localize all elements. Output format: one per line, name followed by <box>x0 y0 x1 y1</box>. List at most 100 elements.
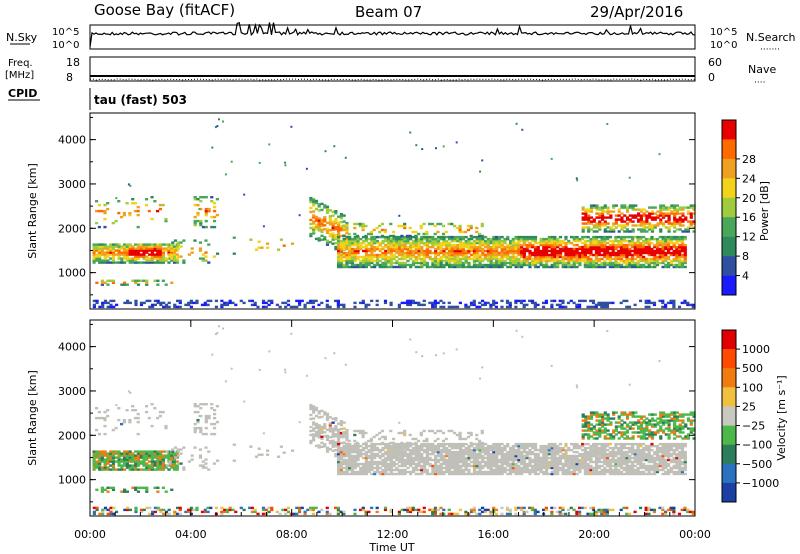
velocity-cell <box>594 442 599 446</box>
power-cell <box>398 261 402 265</box>
velocity-cell <box>114 426 118 430</box>
velocity-cell <box>254 455 259 458</box>
velocity-cell <box>375 446 380 450</box>
velocity-cell <box>558 446 563 450</box>
power-cell <box>337 235 341 239</box>
power-cell <box>353 247 357 251</box>
velocity-cell <box>453 454 457 458</box>
power-cell <box>614 204 618 207</box>
power-cell <box>176 241 180 244</box>
velocity-cell <box>125 454 129 457</box>
velocity-cell <box>506 456 510 460</box>
power-cell <box>683 257 687 261</box>
power-cell <box>400 265 404 269</box>
power-cell <box>210 225 214 229</box>
power-cell <box>497 245 502 249</box>
power-cell <box>370 235 374 239</box>
velocity-cell <box>103 410 107 414</box>
power-cell <box>467 247 471 251</box>
power-cell <box>603 261 607 265</box>
power-cell <box>342 234 346 238</box>
velocity-cell <box>536 458 540 462</box>
power-cell <box>136 243 141 246</box>
power-cell <box>439 247 443 251</box>
power-cell <box>134 247 138 250</box>
power-cell <box>100 245 104 248</box>
power-cell <box>384 245 388 249</box>
velocity-cell <box>136 464 141 467</box>
power-cell <box>606 247 610 251</box>
velocity-cell <box>334 417 338 420</box>
power-cell <box>669 253 673 257</box>
velocity-cell <box>403 462 407 466</box>
velocity-cell <box>370 442 374 446</box>
power-cell <box>182 239 186 242</box>
velocity-cell <box>128 460 132 463</box>
power-cell <box>597 241 601 245</box>
power-cell <box>617 253 621 257</box>
velocity-cell <box>456 452 460 456</box>
velocity-cell <box>172 466 177 469</box>
power-cell <box>570 263 574 267</box>
power-cell <box>620 220 624 223</box>
power-cell <box>106 301 110 305</box>
velocity-cell <box>232 459 236 462</box>
velocity-cell <box>442 450 446 454</box>
power-cell <box>395 265 399 269</box>
velocity-cell <box>314 422 319 426</box>
power-cell <box>159 255 163 258</box>
power-cell <box>478 243 482 247</box>
velocity-cell <box>481 472 485 476</box>
power-cell <box>131 245 135 248</box>
velocity-cell <box>484 446 488 450</box>
velocity-cell <box>389 444 393 448</box>
power-cell <box>123 253 127 256</box>
power-cell <box>436 245 441 249</box>
velocity-cell <box>606 470 610 474</box>
power-cell <box>409 241 413 245</box>
power-cell <box>389 257 393 261</box>
velocity-cell <box>106 486 110 489</box>
power-cell <box>114 261 118 264</box>
power-cell <box>178 301 182 305</box>
power-cell <box>428 251 432 255</box>
power-cell <box>530 301 535 305</box>
power-cell <box>331 232 335 235</box>
velocity-cell <box>353 466 357 470</box>
velocity-cell <box>364 462 368 466</box>
power-cell <box>378 255 382 259</box>
power-cell <box>111 255 116 258</box>
power-cell <box>411 245 416 249</box>
velocity-cell <box>342 427 346 430</box>
power-cell <box>425 245 429 249</box>
velocity-cell <box>436 464 441 468</box>
power-cell <box>392 239 396 243</box>
power-cell <box>556 265 560 269</box>
velocity-cell <box>500 442 504 446</box>
power-cell <box>689 204 693 207</box>
power-cell <box>100 253 104 256</box>
power-cell <box>594 239 599 243</box>
velocity-cell <box>111 488 116 491</box>
power-cell <box>328 241 332 244</box>
power-cell <box>542 259 546 263</box>
power-cell <box>445 251 449 255</box>
power-cell <box>650 218 655 221</box>
power-cell <box>595 224 599 227</box>
power-cell <box>153 200 157 203</box>
velocity-cell <box>400 446 404 450</box>
velocity-cell <box>260 453 264 456</box>
power-cell <box>659 220 663 223</box>
power-cell <box>581 212 585 215</box>
power-cell <box>478 259 482 263</box>
power-cell <box>142 253 146 256</box>
power-cell <box>567 263 571 267</box>
velocity-cell <box>475 448 479 452</box>
velocity-cell <box>517 442 521 446</box>
velocity-cell <box>312 435 316 438</box>
velocity-cell <box>492 452 496 456</box>
power-cell <box>536 249 540 253</box>
velocity-cell <box>536 466 540 470</box>
velocity-cell <box>161 462 165 465</box>
velocity-cell <box>592 460 596 464</box>
